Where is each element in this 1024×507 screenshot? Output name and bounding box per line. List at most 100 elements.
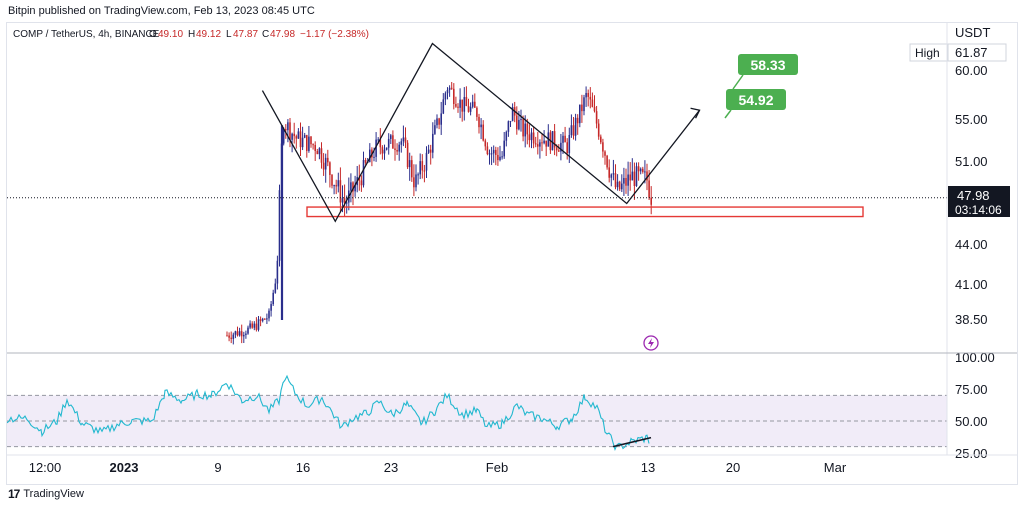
candle-body (278, 190, 281, 261)
chart-frame[interactable]: COMP / TetherUS, 4h, BINANCE O 49.10 H 4… (6, 22, 1018, 485)
candle-body (381, 147, 384, 154)
price-axis-unit: USDT (955, 25, 990, 40)
candle-body (291, 133, 293, 140)
candle-body (574, 117, 577, 136)
candle-body (600, 136, 602, 143)
candle-body (345, 202, 348, 204)
candle-body (240, 331, 243, 337)
rsi-axis-tick: 75.00 (955, 382, 988, 397)
candle-body (312, 144, 314, 146)
candle-body (539, 142, 541, 147)
candle-body (333, 185, 335, 187)
time-axis-tick: 16 (296, 460, 310, 475)
candle-body (364, 159, 367, 163)
candle-body (255, 323, 258, 330)
price-axis-tick: 51.00 (955, 154, 988, 169)
candle-body (251, 323, 253, 328)
candle-body (404, 137, 407, 143)
candle-body (560, 142, 562, 152)
candle-body (543, 140, 545, 144)
candle-body (545, 140, 547, 147)
legend-high: 49.12 (196, 29, 221, 40)
candle-body (471, 101, 474, 107)
candle-body (377, 139, 379, 141)
candle-body (484, 140, 487, 147)
candle-body (352, 182, 354, 192)
candle-body (595, 111, 598, 124)
candle-body (400, 141, 403, 145)
candle-body (585, 93, 587, 98)
time-axis-tick: Feb (486, 460, 508, 475)
countdown-timer: 03:14:06 (955, 203, 1002, 217)
candle-body (234, 331, 237, 335)
candle-body (396, 149, 398, 152)
arrow-head-icon (690, 107, 701, 119)
candle-body (537, 144, 539, 147)
candle-body (526, 123, 529, 135)
tradingview-logo[interactable]: 17 TradingView (8, 487, 84, 501)
candle-body (501, 156, 503, 158)
candle-body (520, 119, 522, 121)
candle-body (566, 142, 568, 154)
candle-body (415, 174, 417, 188)
legend-low: 47.87 (233, 29, 258, 40)
candle-body (249, 323, 251, 328)
candles-layer (226, 82, 652, 345)
candle-body (602, 142, 604, 152)
candle-body (551, 131, 554, 151)
candle-body (341, 198, 344, 203)
candle-body (486, 146, 489, 154)
candle-body (337, 180, 340, 187)
candle-body (232, 334, 235, 339)
candle-body (618, 181, 621, 190)
publisher-line: Bitpin published on TradingView.com, Feb… (8, 5, 315, 17)
candle-body (631, 171, 634, 181)
candle-body (429, 149, 432, 153)
candle-body (570, 125, 573, 135)
candle-body (274, 283, 277, 293)
support-zone-rect (306, 206, 864, 218)
time-axis-tick: 9 (214, 460, 221, 475)
candle-body (427, 149, 430, 153)
candle-body (474, 101, 476, 108)
zigzag-path (261, 42, 701, 223)
candle-body (621, 183, 623, 190)
time-axis-tick: 23 (384, 460, 398, 475)
legend-low-label: L (226, 29, 232, 40)
rsi-divergence-line (612, 436, 652, 448)
price-axis-tick: 41.00 (955, 277, 988, 292)
candle-body (440, 113, 442, 125)
candle-body (469, 106, 472, 112)
candle-body (497, 154, 499, 161)
candle-body (492, 149, 495, 154)
drawings-layer[interactable]: 58.33 54.92 (7, 42, 947, 351)
candle-body (303, 135, 306, 138)
candle-body (488, 153, 491, 155)
candle-body (354, 185, 356, 192)
rsi-axis-tick: 100.00 (955, 350, 995, 365)
candle-body (639, 168, 642, 172)
candle-body (306, 135, 308, 151)
candle-body (572, 125, 575, 136)
price-axis[interactable]: USDT 60.00 55.00 51.00 44.00 41.00 38.50 High 61… (909, 25, 1010, 327)
candle-body (459, 99, 461, 108)
candle-body (612, 173, 615, 175)
candle-body (434, 125, 436, 134)
candle-body (480, 124, 482, 128)
rsi-axis[interactable]: 100.00 75.00 50.00 25.00 (955, 350, 995, 461)
candle-body (432, 133, 434, 153)
rsi-band (7, 394, 947, 448)
candle-body (579, 104, 581, 124)
candle-body (373, 156, 375, 158)
candle-body (467, 105, 470, 112)
candle-body (308, 136, 310, 151)
candle-body (597, 123, 600, 137)
candle-body (444, 93, 447, 100)
price-axis-tick: 55.00 (955, 112, 988, 127)
candle-body (293, 133, 295, 137)
legend-ohlc: O 49.10 H 49.12 L 47.87 C 47.98 −1.17 (−… (149, 29, 369, 40)
candle-body (591, 99, 594, 107)
time-axis[interactable]: 12:00 2023 9 16 23 Feb 13 20 Mar (29, 460, 847, 475)
price-chart[interactable]: COMP / TetherUS, 4h, BINANCE O 49.10 H 4… (7, 23, 1017, 484)
candle-body (394, 148, 396, 150)
